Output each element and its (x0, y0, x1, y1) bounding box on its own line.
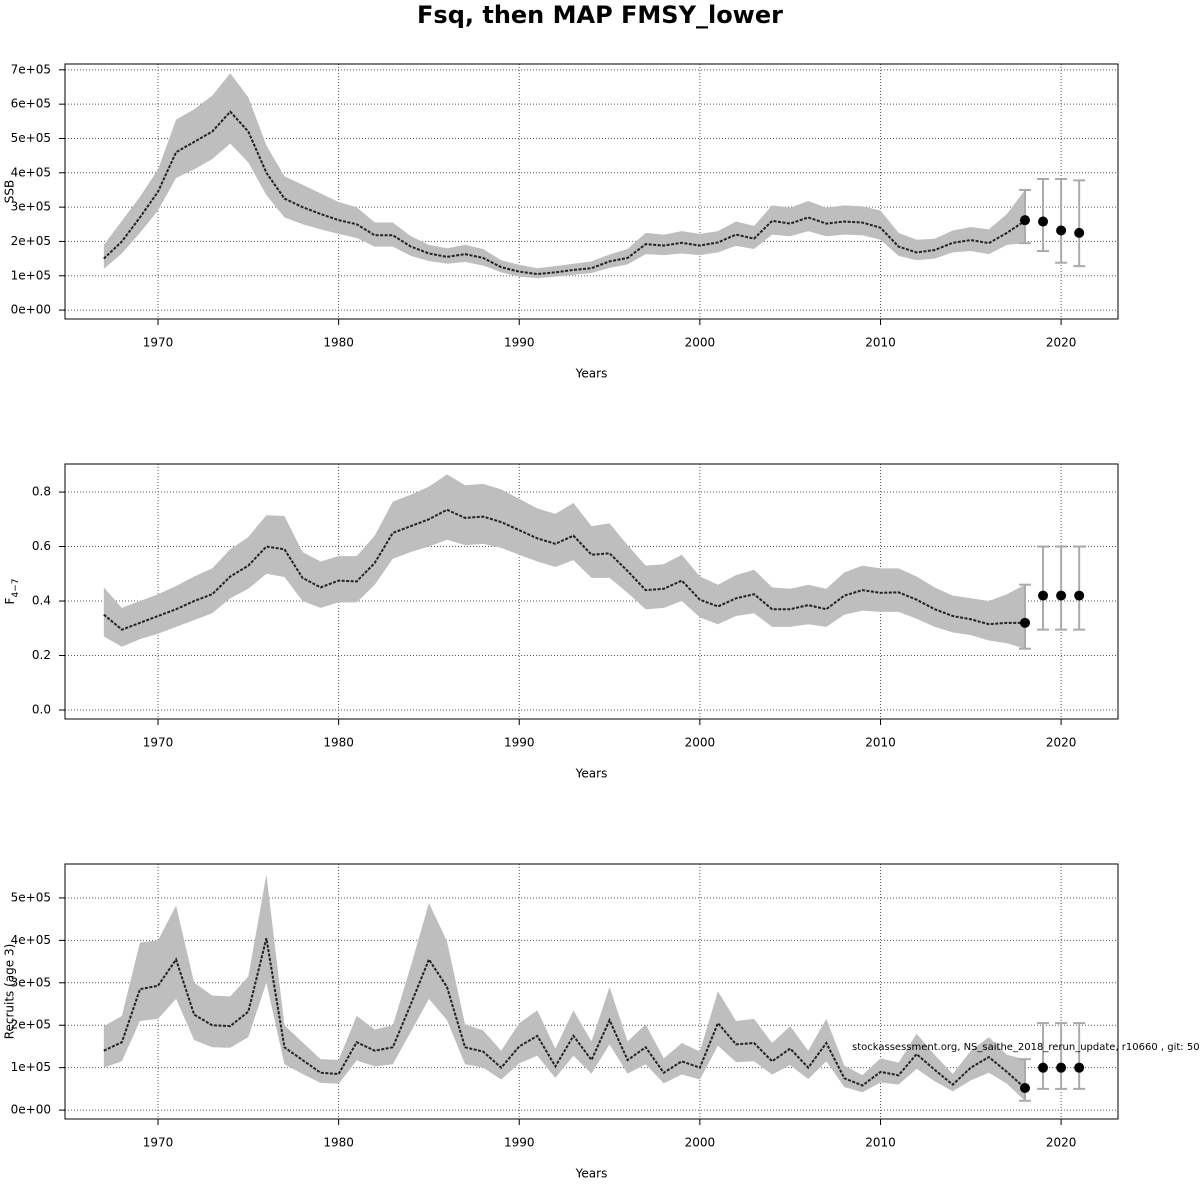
error-bar (1055, 1022, 1068, 1090)
forecast-point (1074, 590, 1085, 601)
figure-title: Fsq, then MAP FMSY_lower (417, 1, 783, 29)
forecast-point (1019, 617, 1030, 628)
panel: 1970 1980 1990 2000 2010 2020 0e+00 1e+05 2e+05 3… (3, 62, 1119, 381)
error-bar (1073, 545, 1086, 631)
estimate-line (103, 508, 1025, 631)
plot-frame (64, 863, 1119, 1120)
y-tick-label: 0.8 (32, 485, 51, 499)
x-tick-label: 1980 (323, 1136, 354, 1150)
forecast-point (1074, 1062, 1085, 1073)
forecast-point (1056, 1062, 1067, 1073)
y-tick-label: 1e+05 (11, 1060, 51, 1074)
x-tick-label: 2000 (685, 336, 716, 350)
x-tick-label: 1990 (504, 1136, 535, 1150)
error-bar (1055, 177, 1068, 264)
x-tick-label: 2010 (865, 1136, 896, 1150)
panel: 1970 1980 1990 2000 2010 2020 0e+00 1e+05 2e+05 3… (3, 863, 1200, 1181)
y-tick-label: 2e+05 (11, 1018, 51, 1032)
y-tick-label: 5e+05 (11, 890, 51, 904)
forecast-point (1056, 590, 1067, 601)
y-tick-label: 3e+05 (11, 975, 51, 989)
error-bar (1037, 177, 1050, 253)
y-tick-label: 6e+05 (11, 97, 51, 111)
error-bar (1037, 1022, 1050, 1090)
forecast-point (1074, 227, 1085, 238)
forecast-point (1019, 1083, 1030, 1094)
error-bar (1073, 1022, 1086, 1090)
error-bar (1018, 583, 1031, 650)
x-tick-label: 1970 (143, 1136, 174, 1150)
y-tick-label: 7e+05 (11, 62, 51, 76)
x-tick-label: 2000 (685, 736, 716, 750)
x-axis-label: Years (575, 767, 608, 781)
plot-frame (64, 63, 1119, 320)
y-axis-label-main: F (3, 597, 17, 604)
y-tick-label: 3e+05 (11, 200, 51, 214)
confidence-band (103, 73, 1025, 279)
y-tick-label: 0.6 (32, 539, 51, 553)
x-tick-label: 2020 (1046, 736, 1077, 750)
x-tick-label: 1970 (143, 736, 174, 750)
x-tick-label: 1970 (143, 336, 174, 350)
y-tick-label: 4e+05 (11, 165, 51, 179)
confidence-band (103, 874, 1025, 1101)
y-axis-label-sub: 4−7 (11, 579, 21, 598)
y-tick-label: 2e+05 (11, 234, 51, 248)
y-axis-label: Recruits (age 3) (3, 944, 17, 1040)
y-tick-label: 0e+00 (11, 1103, 51, 1117)
x-tick-label: 1990 (504, 336, 535, 350)
error-bar (1018, 1058, 1031, 1102)
x-tick-label: 2020 (1046, 1136, 1077, 1150)
error-bar (1073, 179, 1086, 268)
forecast-point (1019, 215, 1030, 226)
x-tick-label: 2010 (865, 336, 896, 350)
y-tick-label: 4e+05 (11, 933, 51, 947)
x-axis-label: Years (575, 1167, 608, 1181)
confidence-band (103, 474, 1025, 649)
estimate-line (103, 938, 1026, 1089)
annotation: stockassessment.org, NS_saithe_2018_reru… (852, 1042, 1200, 1053)
error-bar (1055, 545, 1068, 631)
forecast-point (1038, 1062, 1049, 1073)
x-tick-label: 2010 (865, 736, 896, 750)
y-tick-label: 0.2 (32, 648, 51, 662)
y-axis-label: F4−7 (3, 579, 21, 605)
y-axis-label: SSB (3, 180, 17, 203)
panel: 1970 1980 1990 2000 2010 2020 0.0 0.2 0.4 0.6 0.8 Y… (3, 463, 1119, 781)
y-tick-label: 0e+00 (11, 303, 51, 317)
forecast-point (1056, 225, 1067, 236)
x-tick-label: 1980 (323, 736, 354, 750)
x-tick-label: 2020 (1046, 336, 1077, 350)
error-bar (1037, 545, 1050, 631)
y-tick-label: 0.0 (32, 703, 51, 717)
x-tick-label: 1980 (323, 336, 354, 350)
plot-frame (64, 463, 1119, 720)
y-tick-label: 5e+05 (11, 131, 51, 145)
x-tick-label: 1990 (504, 736, 535, 750)
estimate-line (103, 110, 1026, 276)
forecast-point (1038, 216, 1049, 227)
x-tick-label: 2000 (685, 1136, 716, 1150)
x-axis-label: Years (575, 367, 608, 381)
y-tick-label: 1e+05 (11, 268, 51, 282)
y-tick-label: 0.4 (32, 594, 51, 608)
forecast-point (1038, 590, 1049, 601)
